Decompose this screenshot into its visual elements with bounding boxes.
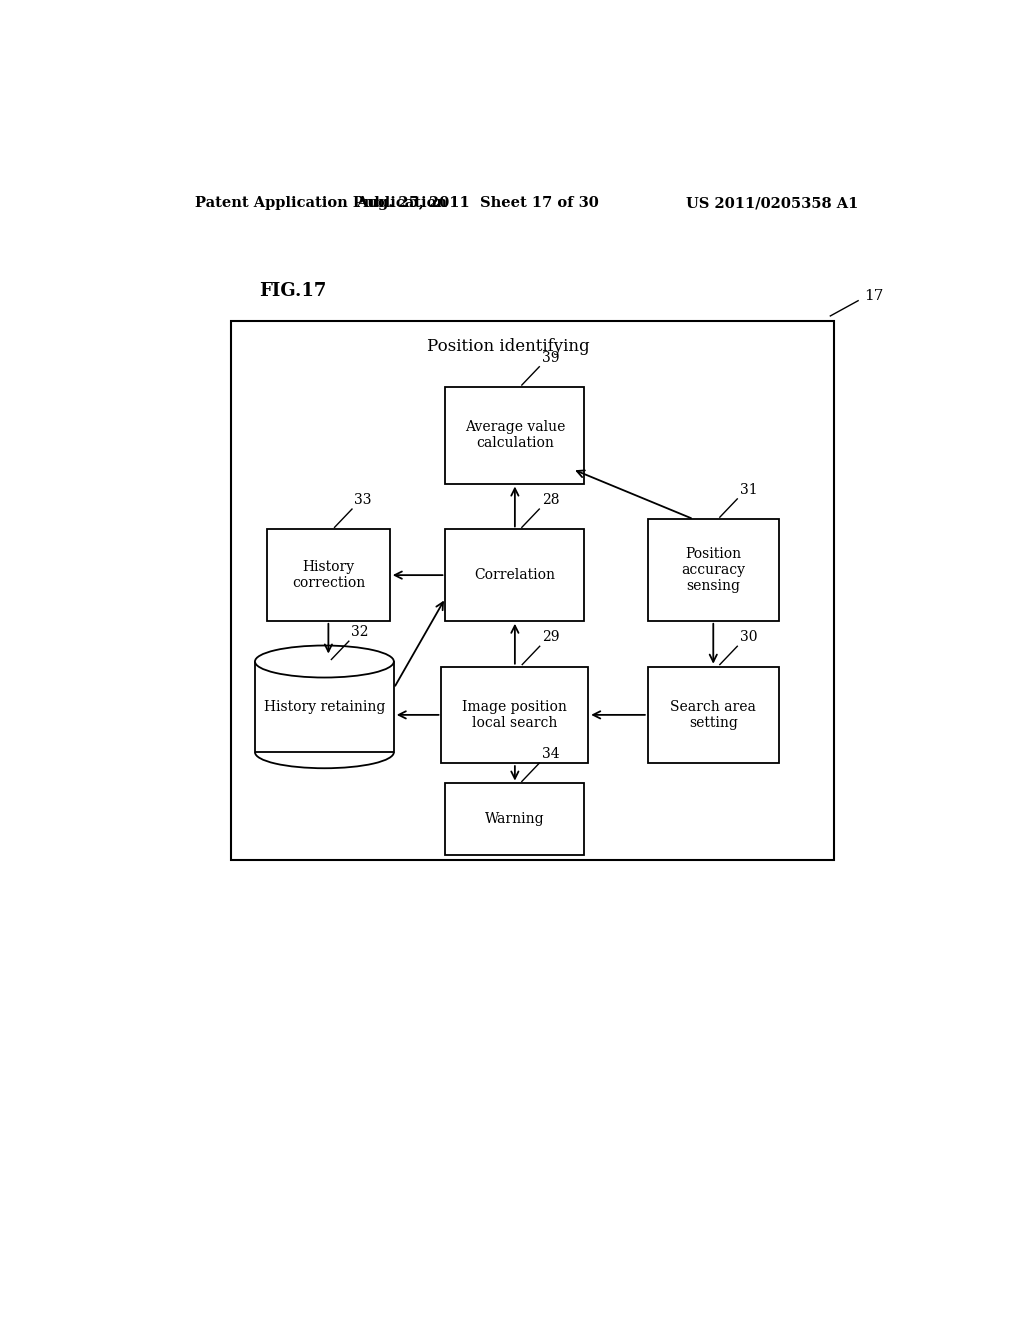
Text: Average value
calculation: Average value calculation [465, 420, 565, 450]
Text: 31: 31 [739, 483, 758, 496]
Text: Correlation: Correlation [474, 568, 555, 582]
Text: 28: 28 [542, 494, 559, 507]
Text: 33: 33 [354, 494, 372, 507]
Text: 32: 32 [351, 626, 369, 639]
Text: Aug. 25, 2011  Sheet 17 of 30: Aug. 25, 2011 Sheet 17 of 30 [355, 197, 599, 210]
Bar [267, 529, 390, 620]
Text: Image position
local search: Image position local search [463, 700, 567, 730]
Bar [445, 529, 585, 620]
Bar [648, 667, 779, 763]
Text: FIG.17: FIG.17 [259, 281, 327, 300]
Text: 34: 34 [542, 747, 559, 762]
Text: 29: 29 [542, 630, 559, 644]
Text: Position identifying: Position identifying [427, 338, 590, 355]
Bar [441, 667, 589, 763]
Text: Position
accuracy
sensing: Position accuracy sensing [681, 546, 745, 593]
Bar [255, 661, 394, 752]
Text: 39: 39 [542, 351, 559, 364]
Bar [445, 387, 585, 483]
Text: History retaining: History retaining [264, 700, 385, 714]
Text: History
correction: History correction [292, 560, 365, 590]
Text: 30: 30 [739, 630, 757, 644]
Text: Patent Application Publication: Patent Application Publication [196, 197, 447, 210]
Text: Search area
setting: Search area setting [671, 700, 756, 730]
Bar [445, 784, 585, 854]
Bar [231, 321, 835, 859]
Bar [648, 519, 779, 620]
Text: Warning: Warning [485, 812, 545, 826]
Ellipse shape [255, 645, 394, 677]
Text: US 2011/0205358 A1: US 2011/0205358 A1 [686, 197, 858, 210]
Text: 17: 17 [864, 289, 884, 302]
